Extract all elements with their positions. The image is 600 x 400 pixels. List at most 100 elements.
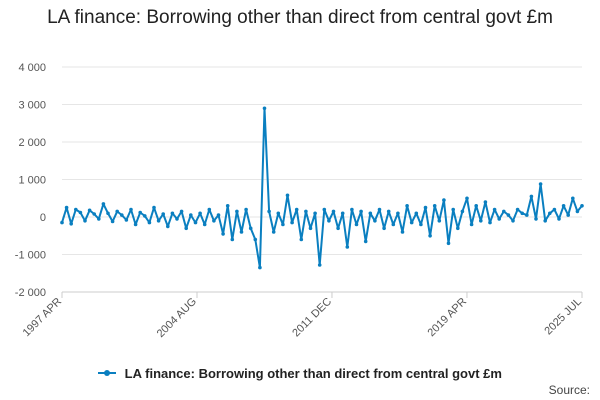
data-point[interactable] [248,226,253,231]
data-point[interactable] [78,210,83,215]
data-point[interactable] [152,205,156,210]
data-point[interactable] [198,211,202,216]
data-point[interactable] [285,193,290,198]
data-point[interactable] [115,209,119,214]
data-point[interactable] [373,219,377,223]
data-point[interactable] [262,106,267,111]
data-point[interactable] [345,245,350,249]
data-point[interactable] [538,182,543,186]
data-point[interactable] [340,211,345,216]
data-point[interactable] [221,232,225,236]
data-point[interactable] [414,211,419,216]
data-point[interactable] [74,207,78,212]
data-point[interactable] [170,211,175,216]
data-point[interactable] [299,237,304,242]
data-point[interactable] [386,209,391,214]
legend[interactable]: LA finance: Borrowing other than direct … [0,366,600,381]
data-point[interactable] [446,241,451,246]
data-point[interactable] [308,226,313,231]
data-point[interactable] [239,230,244,234]
data-point[interactable] [437,219,442,223]
data-point[interactable] [267,209,271,214]
data-point[interactable] [419,222,423,227]
data-point[interactable] [506,213,511,217]
data-point[interactable] [529,194,534,199]
data-point[interactable] [331,209,336,214]
data-point[interactable] [161,212,165,216]
data-point[interactable] [212,219,216,223]
data-point[interactable] [92,212,96,216]
data-point[interactable] [515,207,520,212]
data-point[interactable] [69,222,73,226]
data-point[interactable] [456,226,460,231]
data-point[interactable] [97,217,101,221]
data-point[interactable] [166,224,170,229]
data-point[interactable] [64,205,69,210]
data-point[interactable] [405,204,409,208]
data-point[interactable] [497,217,502,221]
data-point[interactable] [83,219,87,223]
data-point[interactable] [575,209,580,214]
data-point[interactable] [313,211,317,216]
data-point[interactable] [129,207,133,212]
data-point[interactable] [391,222,396,227]
data-point[interactable] [184,226,188,231]
data-point[interactable] [525,213,529,217]
data-point[interactable] [552,207,557,212]
data-point[interactable] [336,226,340,231]
data-point[interactable] [101,202,106,206]
data-point[interactable] [428,234,432,238]
data-point[interactable] [138,210,142,215]
data-point[interactable] [492,207,497,212]
data-point[interactable] [460,209,465,214]
data-point[interactable] [548,211,552,216]
data-point[interactable] [368,211,373,216]
data-point[interactable] [363,239,368,244]
data-point[interactable] [175,217,179,221]
data-point[interactable] [488,220,492,225]
data-point[interactable] [479,219,483,223]
data-point[interactable] [143,214,147,218]
data-point[interactable] [382,226,386,231]
data-point[interactable] [276,211,281,216]
data-point[interactable] [511,219,515,223]
data-point[interactable] [400,230,405,234]
data-point[interactable] [377,207,382,212]
data-point[interactable] [120,213,124,217]
data-point[interactable] [193,220,198,225]
data-point[interactable] [317,263,322,267]
data-point[interactable] [442,198,446,202]
data-point[interactable] [543,219,547,223]
data-point[interactable] [230,237,235,242]
data-point[interactable] [235,209,239,214]
data-point[interactable] [281,222,285,227]
data-point[interactable] [571,196,575,201]
data-point[interactable] [294,207,299,212]
data-point[interactable] [147,220,152,225]
data-point[interactable] [258,265,262,270]
data-point[interactable] [354,222,359,227]
data-point[interactable] [179,209,184,214]
data-point[interactable] [189,213,193,217]
data-point[interactable] [566,213,570,217]
data-point[interactable] [561,204,566,208]
data-point[interactable] [87,208,92,213]
data-point[interactable] [225,204,230,208]
data-point[interactable] [469,222,474,227]
data-point[interactable] [557,217,561,221]
data-point[interactable] [451,207,456,212]
data-point[interactable] [423,205,428,210]
data-point[interactable] [327,219,331,223]
data-point[interactable] [409,220,414,225]
data-point[interactable] [396,211,400,216]
data-point[interactable] [520,211,524,216]
data-point[interactable] [133,222,138,227]
data-point[interactable] [202,222,207,227]
data-point[interactable] [207,207,212,212]
data-point[interactable] [432,204,437,208]
data-point[interactable] [156,219,161,223]
data-point[interactable] [580,204,584,208]
data-point[interactable] [465,196,469,201]
data-point[interactable] [534,217,538,221]
data-point[interactable] [304,209,308,214]
